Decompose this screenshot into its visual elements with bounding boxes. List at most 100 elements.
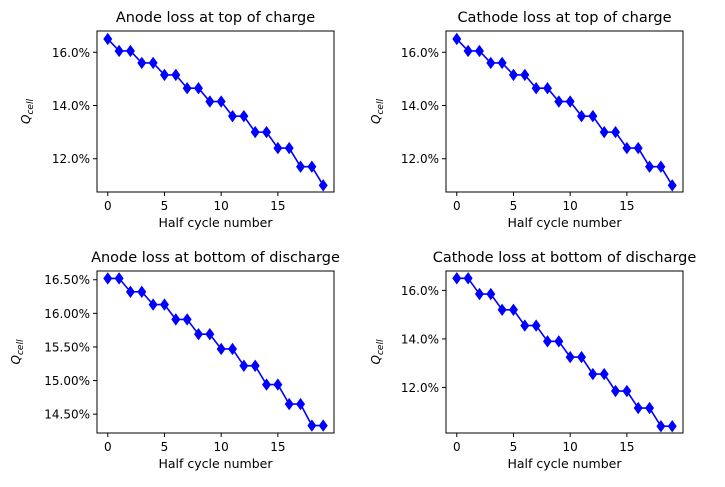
y-axis-label: Qcell [369,99,386,124]
x-tick-label: 5 [161,440,169,454]
subplot-3: Anode loss at bottom of discharge 0 5 10 15 1… [9,250,340,471]
x-axis-label: Half cycle number [159,215,274,230]
data-point [622,384,632,398]
data-point [633,401,643,415]
y-axis-label-subscript: cell [26,99,36,115]
data-point [463,44,473,58]
data-point [103,272,113,285]
data-point [205,95,215,108]
data-point [497,56,507,70]
data-point [193,328,203,341]
data-point [216,95,226,108]
y-axis-label: Qcell [369,339,386,364]
x-tick-label: 10 [563,199,578,213]
data-point [137,285,147,299]
data-point [182,82,192,95]
data-point [486,287,496,301]
data-point [148,56,158,70]
subplot-4: Cathode loss at bottom of discharge 0 5 10 1… [369,250,696,471]
data-point [565,350,575,364]
plot-frame [96,270,335,434]
y-tick-label: 16.0% [52,46,90,60]
data-point [284,141,294,155]
chart-title: Anode loss at top of charge [116,10,315,26]
y-tick-label: 16.00% [44,307,90,321]
data-point [114,44,124,58]
x-tick-label: 0 [453,199,461,213]
y-axis-label-subscript: cell [376,99,386,115]
y-tick-label: 12.0% [401,152,439,166]
data-point [114,272,124,285]
x-tick-label: 5 [510,440,518,454]
data-point [508,303,518,316]
data-point [205,328,215,341]
data-point [125,44,135,58]
data-point [171,68,181,82]
data-point [239,109,249,123]
y-tick-label: 14.0% [52,99,90,113]
data-point [656,160,666,173]
data-point [159,298,169,311]
data-point [273,378,283,391]
data-point [622,141,632,155]
data-point [508,68,518,82]
data-point [565,95,575,108]
x-tick-label: 15 [619,199,634,213]
data-point [262,378,272,391]
data-point [296,397,306,411]
y-axis-label: Qcell [19,99,36,124]
data-point [542,335,552,348]
data-point [228,109,238,123]
series-line [456,277,673,428]
data-point [497,303,507,316]
data-point [273,141,283,155]
y-tick-label: 12.0% [401,381,439,395]
data-point [318,419,328,432]
x-tick-label: 15 [270,440,285,454]
data-point [103,32,113,46]
y-tick-label: 16.0% [401,46,439,60]
y-axis-label: Qcell [9,339,26,364]
x-tick-label: 10 [214,440,229,454]
data-point [250,359,260,372]
data-point [645,160,655,173]
data-point [531,319,541,332]
y-axis-label-subscript: cell [376,339,386,355]
chart-title: Anode loss at bottom of discharge [91,250,340,266]
data-point [486,56,496,70]
data-point [667,420,677,433]
data-point [611,125,621,139]
data-point [307,160,317,173]
data-point [599,367,609,381]
y-tick-label: 16.0% [401,284,439,298]
data-point [284,397,294,411]
plot-frame [96,30,335,193]
plot-frame [445,30,684,193]
data-point [667,179,677,192]
data-point [588,109,598,123]
x-axis-label: Half cycle number [508,215,623,230]
data-point [171,313,181,326]
y-tick-label: 15.50% [44,340,90,354]
y-axis-label-subscript: cell [16,339,26,355]
data-point [239,359,249,372]
data-point [452,272,462,285]
data-point [542,82,552,95]
data-point [193,82,203,95]
data-point [554,335,564,348]
x-tick-label: 10 [214,199,229,213]
data-point [599,125,609,139]
data-point [216,342,226,356]
y-tick-label: 16.50% [44,273,90,287]
data-point [262,125,272,139]
y-axis-label-main: Q [369,115,383,124]
data-point [296,160,306,173]
data-point [182,313,192,326]
data-point [307,419,317,432]
y-axis-label-main: Q [9,355,23,364]
data-point [474,44,484,58]
data-point [228,342,238,356]
x-tick-label: 10 [563,440,578,454]
data-point [520,319,530,332]
